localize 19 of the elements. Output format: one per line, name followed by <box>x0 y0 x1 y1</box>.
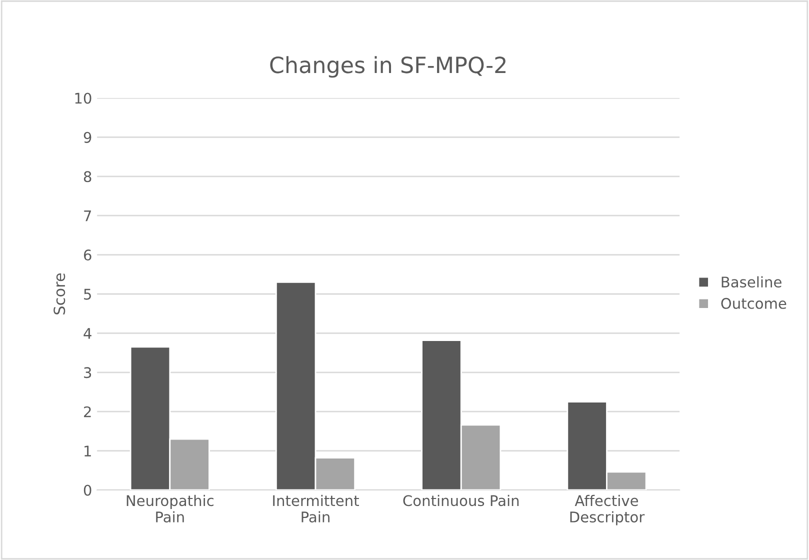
x-tick-label: Neuropathic Pain <box>126 494 214 522</box>
y-tick-label: 1 <box>84 446 91 456</box>
legend-label: Outcome <box>721 298 786 309</box>
x-tick-label: Intermittent Pain <box>273 494 359 522</box>
y-tick-label: 8 <box>84 171 92 182</box>
y-tick-label: 10 <box>75 92 92 104</box>
y-tick-label: 5 <box>84 288 91 300</box>
y-tick-label: 3 <box>84 367 92 378</box>
chart-title: Changes in SF-MPQ-2 <box>270 56 506 78</box>
y-tick-label: 7 <box>84 210 91 222</box>
y-axis-title: Score <box>54 273 66 314</box>
x-tick-label: Continuous Pain <box>403 494 519 506</box>
y-tick-label: 9 <box>84 132 92 143</box>
y-tick-label: 6 <box>84 250 92 261</box>
x-tick-label: Affective Descriptor <box>570 494 645 526</box>
y-tick-label: 2 <box>84 406 91 418</box>
y-tick-label: 4 <box>84 328 92 339</box>
y-tick-label: 0 <box>84 484 92 496</box>
legend-label: Baseline <box>722 276 782 288</box>
